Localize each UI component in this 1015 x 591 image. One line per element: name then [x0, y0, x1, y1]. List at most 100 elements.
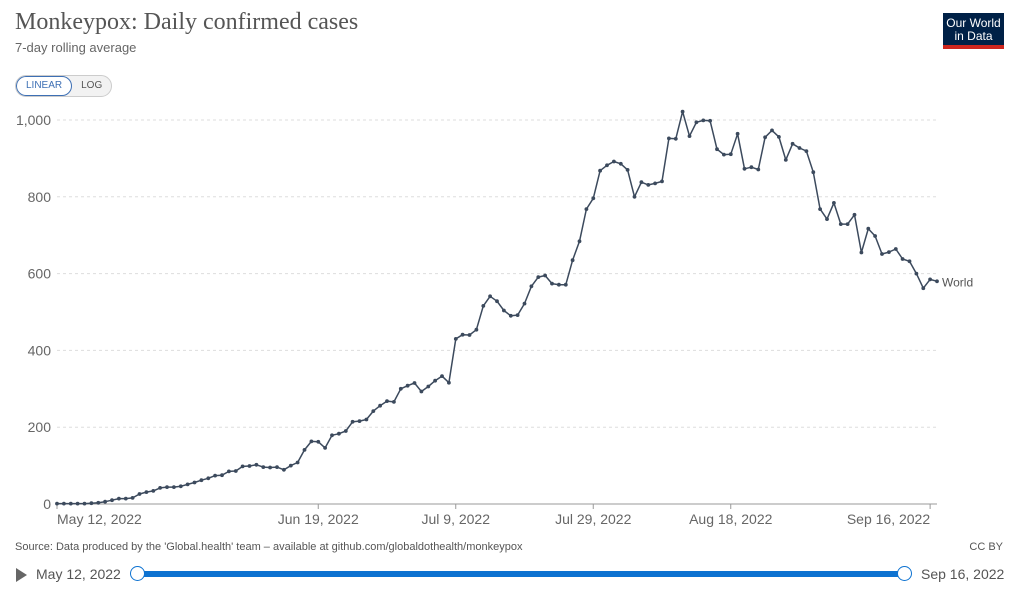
line-chart: 0 200 400 600 800 1,000 May 12, 2022 Jun 19, 20…: [16, 109, 973, 527]
data-point: [412, 381, 417, 385]
data-point: [770, 128, 774, 133]
data-point: [845, 222, 850, 227]
source-note: Source: Data produced by the 'Global.hea…: [15, 541, 523, 553]
data-point: [103, 499, 107, 504]
data-point: [192, 480, 197, 485]
timeline-track[interactable]: [138, 571, 905, 577]
data-point: [880, 252, 884, 256]
data-point: [288, 463, 293, 468]
data-point: [783, 158, 788, 162]
play-icon[interactable]: [16, 568, 27, 582]
data-point: [247, 464, 252, 468]
data-point: [797, 146, 802, 150]
data-point: [440, 374, 444, 378]
data-point: [900, 257, 905, 261]
data-point: [75, 501, 80, 506]
data-point: [89, 501, 94, 506]
data-point: [117, 496, 121, 501]
data-point: [130, 496, 135, 500]
data-point: [213, 473, 218, 478]
data-point: [227, 469, 231, 474]
data-point: [728, 152, 733, 157]
data-point: [680, 109, 685, 114]
data-point: [687, 134, 692, 139]
data-point: [694, 120, 699, 125]
data-point: [419, 389, 424, 394]
data-point: [790, 141, 795, 146]
data-point: [488, 294, 492, 299]
data-point: [612, 159, 616, 164]
data-point: [110, 498, 114, 503]
data-point: [667, 136, 671, 141]
data-point: [605, 163, 609, 168]
data-point: [742, 166, 747, 171]
data-point: [316, 439, 321, 444]
data-point: [639, 180, 644, 185]
data-point: [832, 201, 836, 205]
data-point: [123, 496, 128, 501]
linear-scale-button[interactable]: LINEAR: [16, 76, 73, 96]
y-tick-label: 800: [28, 189, 52, 205]
data-point: [481, 304, 486, 308]
data-point: [268, 465, 272, 470]
license-link[interactable]: CC BY: [969, 541, 1003, 553]
data-point: [330, 433, 334, 438]
data-point: [777, 135, 781, 139]
data-point: [337, 431, 341, 436]
data-point: [295, 460, 300, 465]
timeline-end-handle[interactable]: [897, 566, 912, 581]
series-line-world: [57, 110, 938, 505]
data-point: [632, 194, 637, 199]
data-point: [866, 226, 871, 231]
timeline-end-label: Sep 16, 2022: [921, 566, 1005, 582]
data-point: [460, 332, 465, 337]
data-point: [144, 490, 149, 494]
data-point: [529, 284, 534, 289]
log-scale-button[interactable]: LOG: [81, 80, 103, 91]
data-point: [137, 492, 142, 496]
data-point: [378, 403, 382, 408]
data-point: [357, 419, 362, 423]
data-point: [646, 183, 651, 187]
data-point: [158, 486, 163, 490]
data-point: [68, 501, 73, 506]
data-point: [838, 222, 843, 227]
data-point: [233, 469, 238, 473]
data-point: [502, 308, 506, 313]
data-point: [515, 313, 520, 317]
data-point: [433, 378, 437, 383]
data-point: [282, 467, 286, 472]
data-point: [543, 273, 547, 278]
data-point: [467, 333, 472, 337]
data-point: [825, 217, 829, 222]
data-point: [350, 419, 355, 424]
data-point: [653, 181, 657, 186]
timeline-start-handle[interactable]: [130, 566, 145, 581]
data-point: [261, 465, 266, 469]
data-point: [343, 429, 348, 433]
data-point: [323, 446, 327, 450]
data-point: [914, 271, 919, 276]
data-point: [715, 147, 719, 152]
data-point: [426, 384, 431, 389]
data-point: [398, 386, 403, 391]
data-point: [364, 417, 369, 422]
y-tick-label: 0: [43, 496, 51, 512]
data-point: [220, 473, 224, 478]
logo-line-1: Our World: [946, 16, 1001, 30]
data-point: [852, 212, 857, 217]
data-point: [199, 478, 204, 483]
data-point: [371, 409, 376, 413]
data-point: [536, 275, 541, 279]
data-point: [495, 299, 499, 304]
y-tick-label: 400: [28, 342, 52, 358]
data-point: [577, 239, 582, 244]
scale-toggle: LINEAR LOG: [15, 75, 113, 97]
x-tick-label: Jul 9, 2022: [422, 511, 491, 527]
data-point: [708, 118, 712, 123]
data-point: [735, 131, 740, 136]
owid-logo[interactable]: Our World in Data: [943, 13, 1004, 49]
data-point: [921, 286, 926, 291]
data-point: [447, 380, 451, 385]
data-point: [522, 301, 527, 306]
